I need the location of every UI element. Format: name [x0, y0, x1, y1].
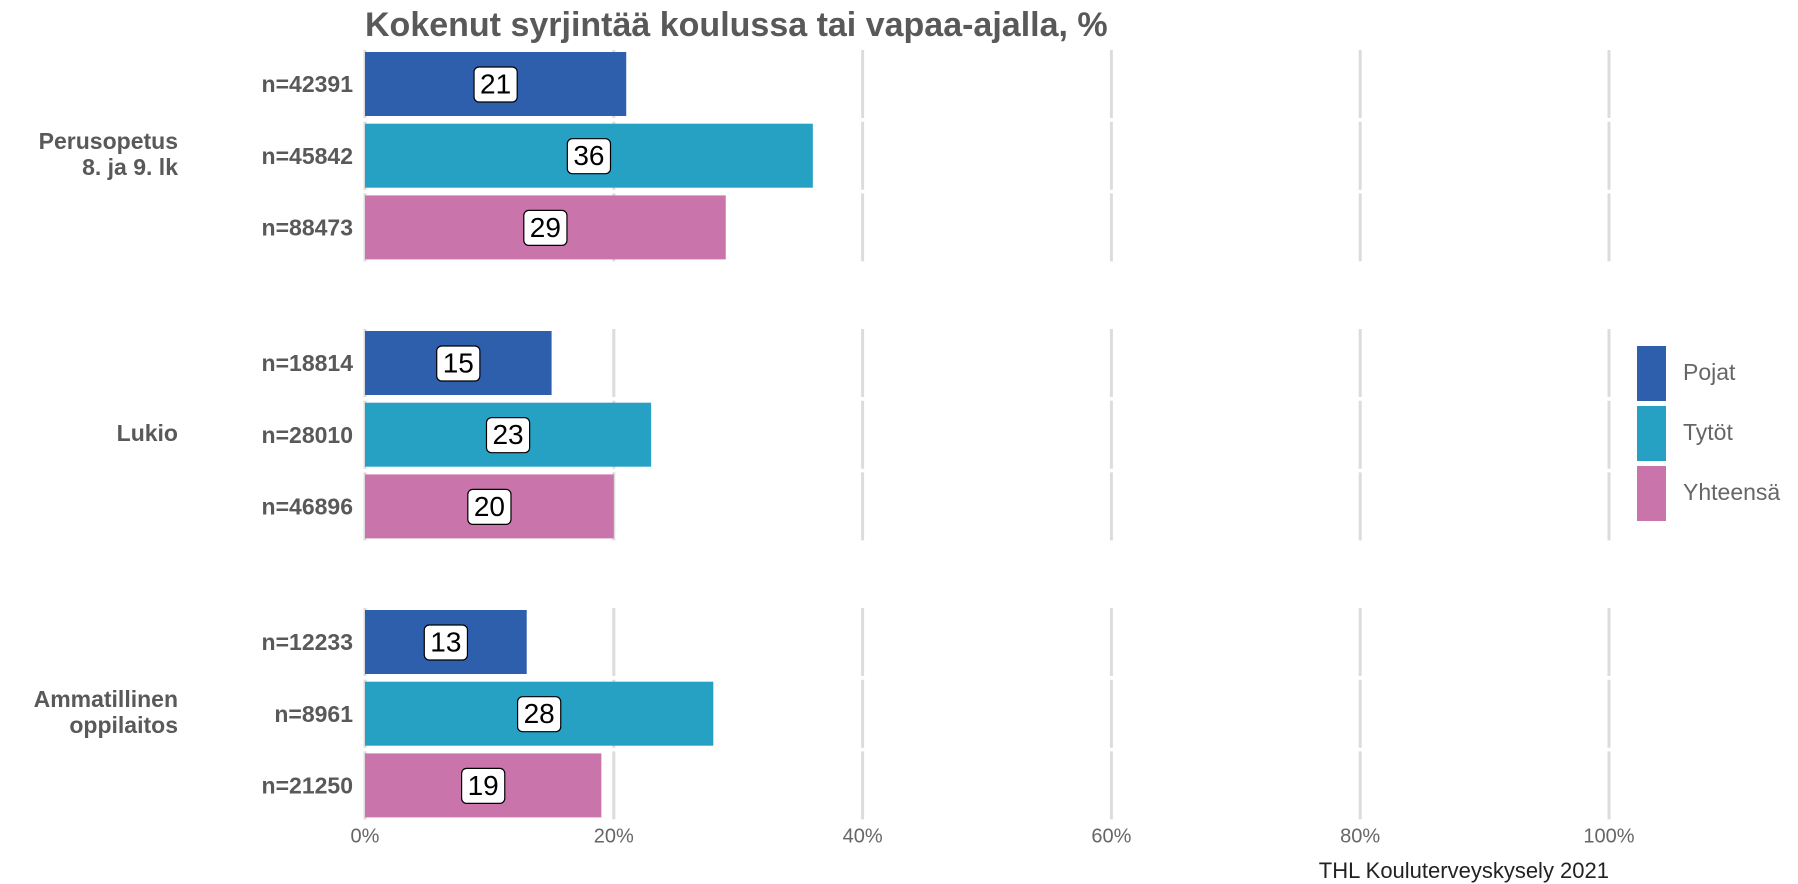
value-label: 21	[473, 66, 518, 103]
n-label: n=8961	[274, 701, 353, 727]
x-tick-label: 100%	[1583, 825, 1634, 847]
n-label: n=21250	[262, 772, 353, 798]
value-label-box	[436, 345, 481, 382]
n-label: n=42391	[262, 71, 354, 97]
value-label-box	[423, 624, 469, 661]
legend-label: Pojat	[1683, 359, 1736, 385]
group-label: Perusopetus	[39, 128, 178, 154]
n-label: n=28010	[262, 422, 353, 448]
value-label-text: 19	[468, 770, 499, 801]
value-label-box	[523, 209, 568, 246]
x-tick-label: 20%	[594, 825, 634, 847]
x-tick-label: 0%	[351, 825, 380, 847]
value-label-text: 36	[573, 140, 604, 171]
value-label: 36	[566, 138, 612, 175]
group-label: Ammatillinen	[34, 686, 178, 712]
value-label-box	[566, 138, 612, 175]
value-label: 28	[516, 696, 562, 733]
n-label: n=46896	[262, 493, 353, 519]
n-label: n=45842	[262, 143, 353, 169]
group-label: Lukio	[117, 420, 178, 446]
group-label: oppilaitos	[69, 712, 178, 738]
n-label: n=12233	[262, 629, 353, 655]
legend-label: Tytöt	[1683, 419, 1733, 445]
value-label-text: 29	[530, 212, 561, 243]
value-label: 20	[467, 488, 512, 525]
x-tick-label: 80%	[1340, 825, 1380, 847]
x-tick-label: 60%	[1091, 825, 1131, 847]
value-label-box	[461, 767, 506, 805]
value-label-box	[473, 66, 518, 103]
value-label: 29	[523, 209, 568, 246]
legend-swatch	[1637, 466, 1666, 521]
value-label-text: 15	[443, 347, 474, 378]
legend-swatch	[1637, 406, 1666, 461]
legend-swatch	[1637, 346, 1666, 401]
value-label-text: 23	[492, 419, 523, 450]
value-label-box	[467, 488, 512, 525]
caption: THL Kouluterveyskysely 2021	[1319, 858, 1609, 883]
n-label: n=18814	[262, 350, 354, 376]
value-label: 23	[485, 417, 531, 454]
n-label: n=88473	[262, 214, 353, 240]
value-label-box	[516, 696, 562, 733]
value-label-text: 13	[430, 626, 461, 657]
value-label: 13	[423, 624, 469, 661]
value-label-text: 28	[524, 698, 555, 729]
value-label: 15	[436, 345, 481, 382]
x-tick-label: 40%	[843, 825, 883, 847]
value-label-text: 20	[474, 491, 505, 522]
value-label-box	[485, 417, 531, 454]
value-label-text: 21	[480, 68, 511, 99]
group-label: 8. ja 9. lk	[82, 154, 178, 180]
legend-label: Yhteensä	[1683, 479, 1780, 505]
chart-title: Kokenut syrjintää koulussa tai vapaa-aja…	[365, 6, 1108, 44]
value-label: 19	[461, 767, 506, 805]
